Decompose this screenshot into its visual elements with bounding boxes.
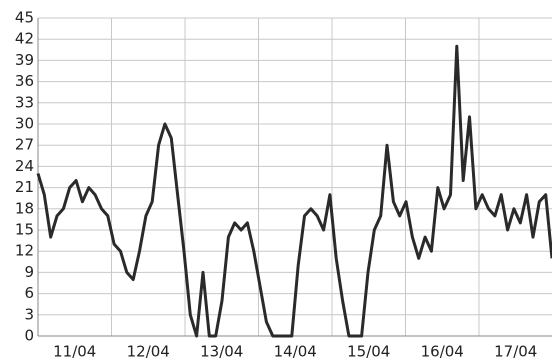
y-tick-label: 39	[15, 51, 34, 69]
y-tick-label: 42	[15, 30, 34, 48]
x-tick-label: 15/04	[347, 343, 390, 361]
x-tick-label: 13/04	[200, 343, 243, 361]
y-tick-label: 12	[15, 242, 34, 260]
x-tick-label: 11/04	[53, 343, 96, 361]
y-tick-label: 45	[15, 9, 34, 27]
y-tick-label: 21	[15, 178, 34, 196]
x-tick-label: 12/04	[127, 343, 170, 361]
y-tick-label: 15	[15, 221, 34, 239]
y-tick-label: 33	[15, 93, 34, 111]
y-tick-label: 24	[15, 157, 34, 175]
y-tick-label: 18	[15, 199, 34, 217]
y-tick-label: 3	[24, 305, 34, 323]
x-tick-label: 14/04	[274, 343, 317, 361]
x-tick-label: 16/04	[421, 343, 464, 361]
y-tick-label: 36	[15, 72, 34, 90]
y-tick-label: 6	[24, 284, 34, 302]
y-tick-label: 9	[24, 263, 34, 281]
y-tick-label: 30	[15, 115, 34, 133]
x-tick-label: 17/04	[494, 343, 537, 361]
y-tick-label: 27	[15, 136, 34, 154]
y-tick-label: 0	[24, 327, 34, 345]
data-line	[36, 44, 552, 338]
